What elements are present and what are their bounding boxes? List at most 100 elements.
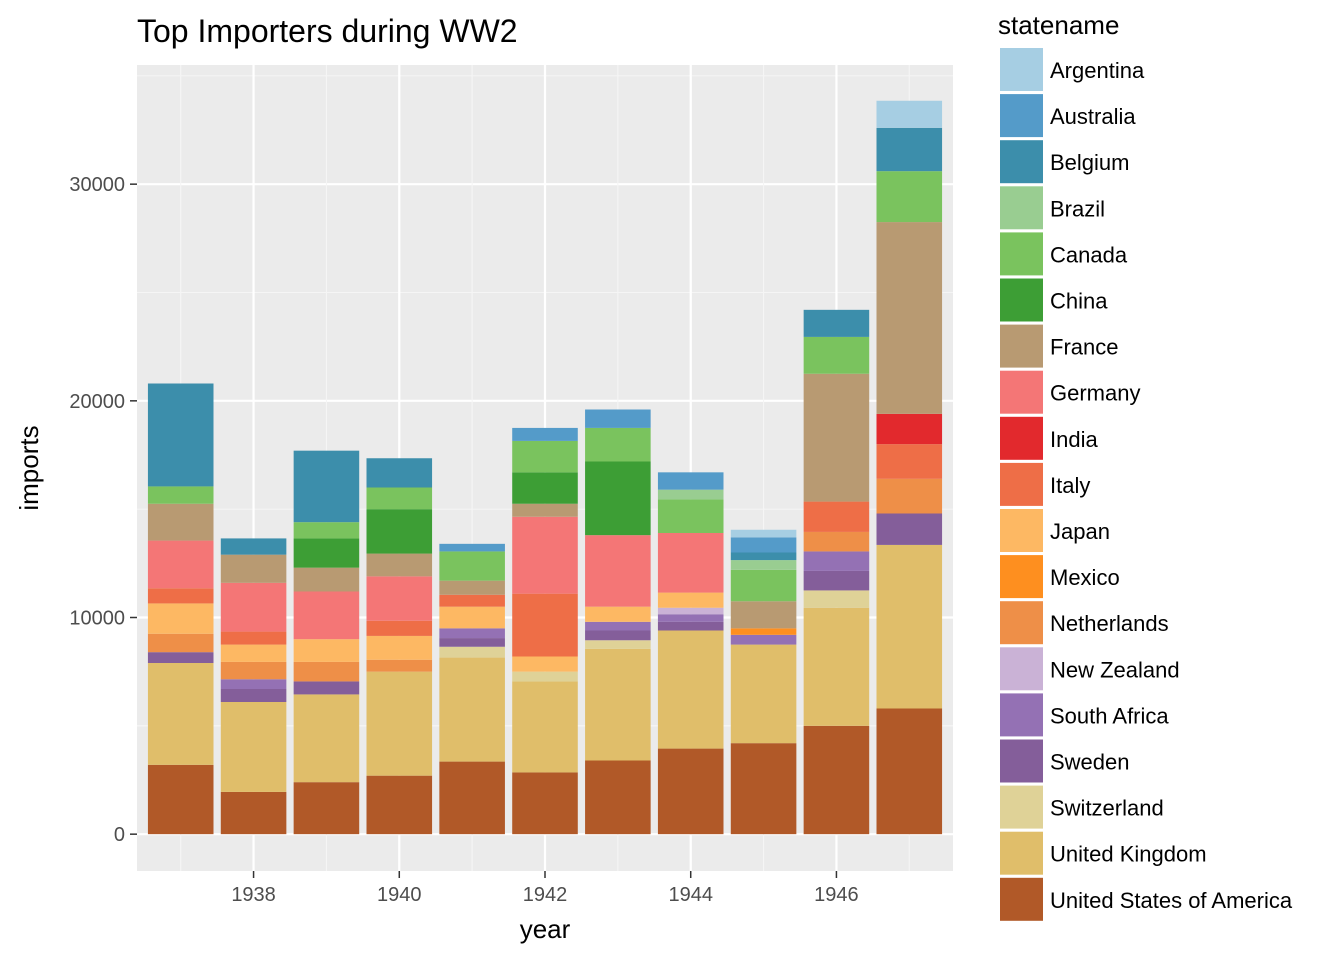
bar-segment	[657, 533, 724, 593]
legend-key	[1000, 324, 1043, 368]
bar-segment	[876, 100, 943, 128]
x-tick-label: 1946	[814, 884, 859, 906]
bar-segment	[876, 513, 943, 545]
bar-segment	[293, 639, 360, 662]
bar-segment	[730, 644, 797, 744]
bar-segment	[876, 544, 943, 709]
bar-segment	[512, 503, 578, 517]
legend-key	[1000, 462, 1043, 506]
legend-key	[1000, 877, 1043, 921]
bar-segment	[439, 646, 505, 658]
bar-segment	[366, 553, 433, 577]
bar-segment	[730, 537, 797, 553]
bar-segment	[657, 592, 724, 608]
bar-segment	[585, 535, 651, 607]
axes: 0 10000 20000 30000 1938 1940 1942 1944 1946	[69, 174, 858, 906]
bar-segment	[512, 671, 578, 682]
legend-label: United States of America	[1050, 888, 1293, 913]
legend-key	[1000, 186, 1043, 230]
y-tick-label: 0	[114, 824, 125, 846]
bar-segment	[512, 593, 578, 657]
bar-segment	[439, 657, 505, 762]
legend-key	[1000, 785, 1043, 829]
legend-label: United Kingdom	[1050, 842, 1207, 867]
x-axis-title: year	[520, 914, 571, 944]
bar-segment	[366, 576, 433, 621]
bar-segment	[147, 503, 214, 541]
legend-label: Australia	[1050, 104, 1136, 129]
bar-segment	[512, 472, 578, 504]
legend-key	[1000, 555, 1043, 599]
bar-segment	[585, 630, 651, 641]
bar-segment	[220, 661, 287, 680]
bar-segment	[803, 590, 870, 608]
legend-label: Germany	[1050, 381, 1140, 406]
bar-segment	[439, 551, 505, 581]
bar-segment	[585, 648, 651, 761]
bar-segment	[730, 569, 797, 602]
bar-segment	[803, 336, 870, 374]
legend-label: France	[1050, 335, 1118, 360]
bar-segment	[512, 516, 578, 594]
bar-segment	[512, 427, 578, 441]
bar-segment	[657, 614, 724, 622]
bar-segment	[366, 659, 433, 672]
bar-segment	[439, 606, 505, 629]
bar-segment	[220, 538, 287, 555]
legend-label: India	[1050, 427, 1098, 452]
legend-key	[1000, 140, 1043, 184]
legend-key	[1000, 232, 1043, 276]
bar-segment	[147, 633, 214, 653]
bar-segment	[220, 689, 287, 702]
legend-title: statename	[998, 10, 1119, 40]
legend-label: Japan	[1050, 519, 1110, 544]
bar-segment	[293, 567, 360, 592]
legend-key	[1000, 647, 1043, 691]
legend: statename Argentina Australia Belgium Brazi…	[998, 10, 1293, 921]
legend-label: Brazil	[1050, 196, 1105, 221]
x-tick-label: 1944	[668, 884, 713, 906]
bar-segment	[220, 791, 287, 835]
bar-segment	[803, 607, 870, 726]
bars	[147, 100, 943, 835]
legend-label: Mexico	[1050, 565, 1120, 590]
bar-segment	[293, 681, 360, 695]
bar-segment	[803, 531, 870, 552]
bar-segment	[293, 782, 360, 835]
bar-segment	[439, 628, 505, 639]
bar-segment	[657, 621, 724, 631]
bar-segment	[366, 458, 433, 488]
legend-key	[1000, 601, 1043, 645]
bar-segment	[512, 772, 578, 835]
bar-segment	[366, 671, 433, 776]
legend-label: Argentina	[1050, 58, 1145, 83]
bar-segment	[512, 681, 578, 773]
legend-label: Italy	[1050, 473, 1090, 498]
bar-segment	[366, 620, 433, 636]
legend-label: China	[1050, 289, 1108, 314]
y-tick-label: 10000	[69, 608, 125, 630]
legend-key	[1000, 739, 1043, 783]
bar-segment	[293, 450, 360, 523]
bar-segment	[657, 499, 724, 533]
bar-segment	[439, 638, 505, 647]
bar-segment	[220, 582, 287, 632]
bar-segment	[439, 594, 505, 607]
chart-title: Top Importers during WW2	[137, 13, 518, 49]
bar-segment	[585, 606, 651, 622]
bar-segment	[730, 529, 797, 538]
legend-label: South Africa	[1050, 703, 1169, 728]
legend-label: New Zealand	[1050, 657, 1180, 682]
legend-label: Canada	[1050, 242, 1128, 267]
bar-segment	[803, 725, 870, 835]
bar-segment	[147, 486, 214, 504]
bar-segment	[585, 621, 651, 631]
bar-segment	[147, 663, 214, 765]
bar-segment	[147, 540, 214, 589]
bar-segment	[366, 635, 433, 660]
bar-segment	[439, 580, 505, 595]
bar-segment	[439, 543, 505, 552]
bar-segment	[803, 309, 870, 337]
x-tick-label: 1942	[523, 884, 568, 906]
bar-segment	[730, 601, 797, 629]
